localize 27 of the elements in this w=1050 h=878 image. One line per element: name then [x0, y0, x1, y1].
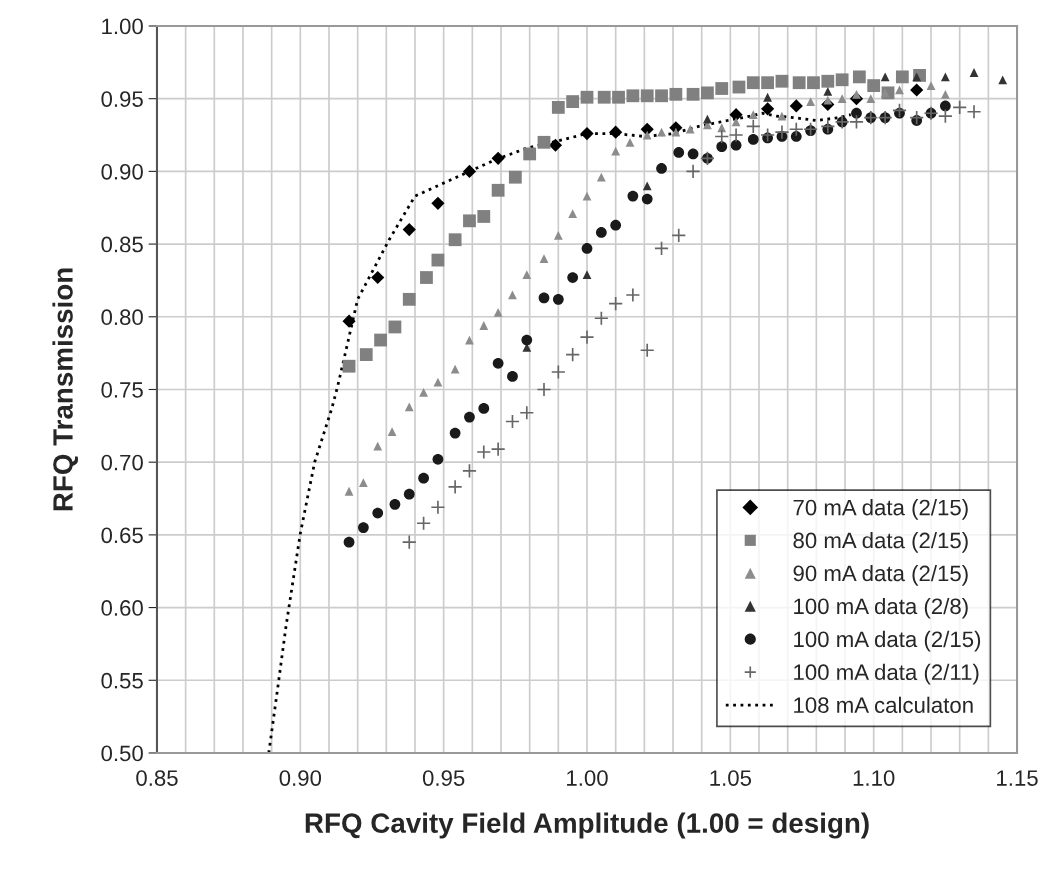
- y-tick-label: 0.55: [101, 672, 143, 689]
- legend-label: 100 mA data (2/11): [794, 663, 979, 685]
- legend-label: 90 mA data (2/15): [793, 564, 968, 586]
- y-tick-label: 0.75: [101, 382, 143, 398]
- legend-label: 70 mA data (2/15): [793, 499, 968, 520]
- legend-label: 108 mA calculaton: [794, 696, 973, 714]
- x-tick-label: 1.15: [997, 770, 1038, 786]
- x-tick-label: 0.85: [136, 770, 178, 786]
- y-tick-label: 0.65: [101, 527, 143, 544]
- y-tick-label: 0.80: [101, 309, 143, 326]
- legend-label: 100 mA data (2/15): [794, 630, 981, 652]
- x-axis-title: RFQ Cavity Field Amplitude (1.00 = design): [305, 812, 869, 839]
- x-tick-label: 0.95: [422, 770, 465, 786]
- legend-label: 100 mA data (2/8): [794, 597, 968, 619]
- y-tick-label: 1.00: [102, 18, 143, 35]
- y-tick-label: 0.60: [101, 600, 143, 616]
- y-tick-label: 0.70: [101, 454, 143, 471]
- x-tick-label: 0.90: [279, 770, 322, 786]
- legend-label: 80 mA data (2/15): [793, 532, 968, 553]
- y-tick-label: 0.95: [101, 91, 143, 107]
- x-tick-label: 1.10: [853, 770, 895, 786]
- y-tick-label: 0.85: [101, 236, 143, 253]
- x-tick-label: 1.00: [567, 770, 608, 786]
- y-axis-title: RFQ Transmission: [52, 268, 79, 511]
- y-tick-label: 0.50: [101, 745, 143, 762]
- y-tick-label: 0.90: [101, 163, 143, 180]
- x-tick-label: 1.05: [710, 770, 752, 786]
